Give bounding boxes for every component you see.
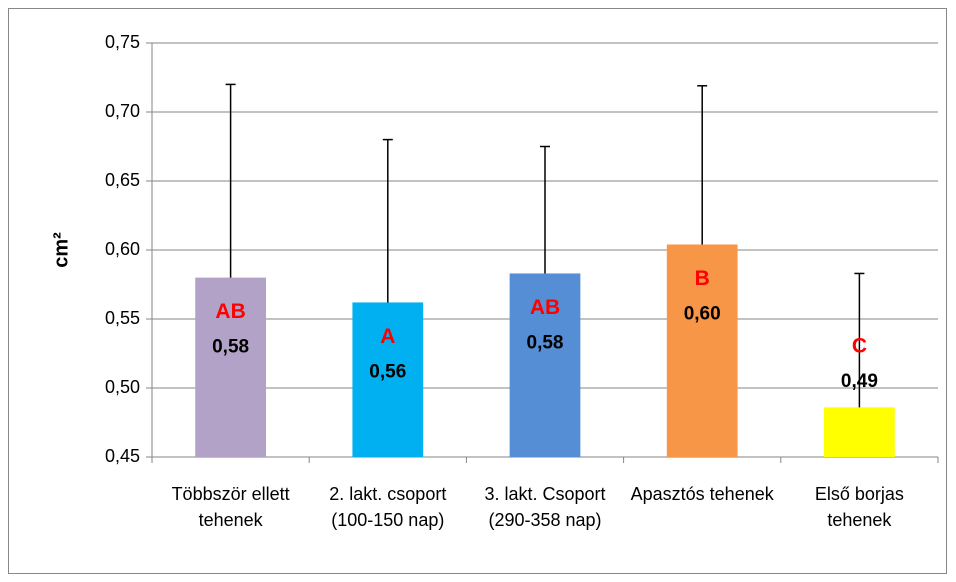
x-tick-label: Első borjas tehenek [814,484,904,530]
x-tick-label: Apasztós tehenek [630,484,774,504]
bar [666,244,738,457]
value-label: 0,49 [841,371,878,392]
y-tick-label: 0,55 [105,308,140,328]
group-letter: B [695,267,710,290]
bar [824,407,895,457]
y-tick-label: 0,45 [105,446,140,466]
y-tick-label: 0,70 [105,101,140,121]
y-tick-label: 0,50 [105,377,140,397]
y-tick-label: 0,75 [105,32,140,52]
group-letter: A [380,325,395,348]
group-letter: AB [215,300,245,323]
group-letter: AB [530,296,560,319]
x-tick-label: Többször ellett tehenek [171,484,290,530]
group-letter: C [852,335,867,358]
x-tick-label: 2. lakt. csoport (100-150 nap) [329,484,447,530]
y-axis-label: cm² [50,232,72,268]
chart-border [8,8,947,574]
y-tick-label: 0,65 [105,170,140,190]
y-tick-label: 0,60 [105,239,140,259]
value-label: 0,56 [369,361,406,382]
value-label: 0,58 [527,332,564,353]
x-tick-label: 3. lakt. Csoport (290-358 nap) [484,484,606,530]
bar [509,273,581,457]
value-label: 0,60 [684,303,721,324]
bar [195,277,266,457]
bar [352,302,424,457]
value-label: 0,58 [212,337,249,358]
